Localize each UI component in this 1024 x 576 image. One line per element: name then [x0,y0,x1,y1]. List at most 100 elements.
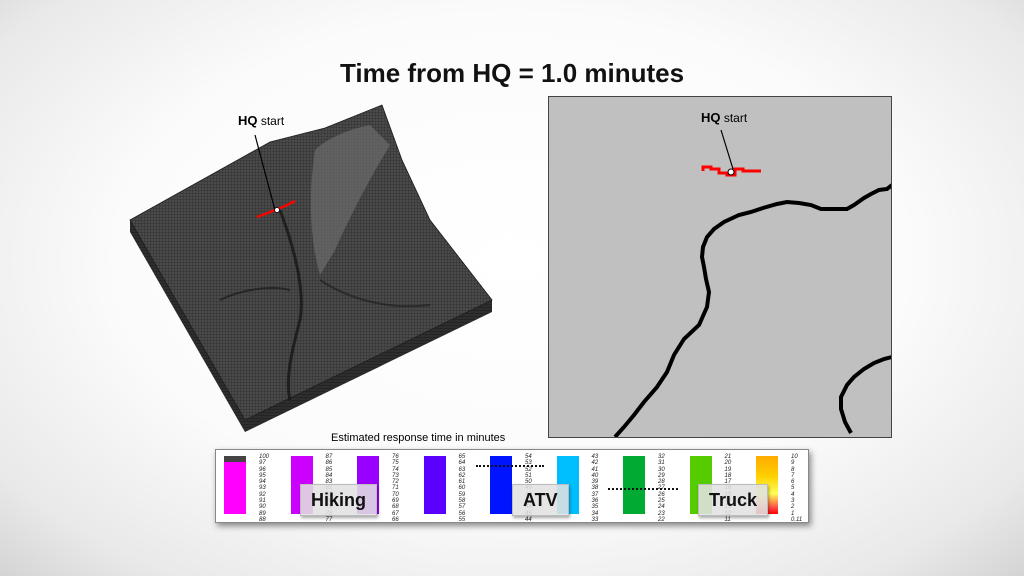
legend-value: 58 [458,498,466,505]
legend-value: 52 [525,466,532,473]
legend-value: 33 [591,516,599,523]
legend-value: 38 [591,485,599,492]
legend-value: 62 [458,472,466,479]
legend-value: 51 [525,472,532,479]
legend-value: 94 [259,479,266,486]
hiking-atv-divider [476,465,544,467]
legend-value: 70 [392,491,399,498]
legend-value: 96 [259,466,266,473]
legend-value: 90 [259,504,266,511]
legend-value: 85 [325,466,333,473]
map-2d-view: HQ start [548,96,892,438]
legend-value: 72 [392,479,399,486]
mode-label-atv: ATV [512,484,569,516]
legend-value: 74 [392,466,399,473]
legend-value: 5 [791,485,795,492]
legend-value: 36 [591,498,599,505]
legend-swatch [423,456,446,514]
slide-title: Time from HQ = 1.0 minutes [339,58,685,88]
legend-value: 34 [591,510,599,517]
legend-value: 21 [724,454,732,460]
legend-value: 24 [658,504,665,511]
legend-value: 97 [259,460,266,467]
legend-value: 95 [259,472,266,479]
legend-value: 63 [458,466,466,473]
legend-value: 50 [525,479,532,486]
legend-value: 57 [458,504,466,511]
legend-value-labels: 76 75 74 73 72 71 70 69 68 67 66 [392,454,414,523]
legend-value: 0.11 [791,516,803,523]
legend-value: 29 [658,472,665,479]
legend-value: 11 [724,516,731,523]
legend-value: 26 [658,491,665,498]
terrain-ravine [278,209,303,401]
mode-label-truck: Truck [698,484,769,516]
legend-value: 88 [259,516,266,523]
legend-value: 69 [392,498,399,505]
legend-value: 66 [392,516,399,523]
legend-value: 23 [658,510,665,517]
legend-value: 31 [658,460,665,467]
legend-value: 83 [325,479,333,486]
legend-value: 93 [259,485,266,492]
legend-value: 64 [458,460,466,467]
legend-value: 60 [458,485,466,492]
terrain-ridge [310,125,390,275]
terrain-side-right [245,300,492,432]
legend-value-labels: 100 97 96 95 94 93 92 91 90 89 88 [259,454,281,523]
legend-caption: Estimated response time in minutes [331,432,506,444]
legend-value: 43 [591,454,599,460]
terrain-top-surface [129,104,493,421]
legend-value: 28 [658,479,665,486]
hq-label-right: HQ start [701,110,748,125]
legend-value: 61 [458,479,466,486]
legend-value: 19 [724,466,732,473]
response-front-right [701,165,761,177]
legend-value: 22 [658,516,665,523]
legend-value: 37 [591,491,599,498]
terrain-side-left [130,220,245,432]
hq-marker-right [727,168,735,176]
legend-value: 56 [458,510,466,517]
hq-leader-line-right [720,129,734,170]
legend-value: 71 [392,485,399,492]
legend-value: 68 [392,504,399,511]
legend-value: 84 [325,472,333,479]
legend-value: 18 [724,472,732,479]
contour-line-secondary [839,355,891,434]
legend-value: 92 [259,491,266,498]
legend-value: 42 [591,460,599,467]
legend-value: 10 [791,454,798,460]
legend-value: 67 [392,510,399,517]
legend-value: 40 [591,472,599,479]
hq-marker-left [274,207,280,213]
legend-value: 89 [259,510,266,517]
legend-value: 3 [791,498,795,505]
contour-line-main [613,183,891,437]
legend-value: 4 [791,491,795,498]
legend-value: 53 [525,460,532,467]
legend-value: 87 [325,454,333,460]
terrain-3d-view [129,104,493,432]
legend-value: 76 [392,454,399,460]
legend-value-labels: 10 9 8 7 6 5 4 3 2 1 0.11 [791,454,813,523]
legend-value: 65 [458,454,466,460]
atv-truck-divider [608,488,678,490]
legend-value: 17 [724,479,732,486]
legend-value-labels: 65 64 63 62 61 60 59 58 57 56 55 [459,454,481,523]
legend-value: 75 [392,460,399,467]
hq-leader-line-left [254,134,276,211]
legend-swatch [490,456,512,514]
legend-value: 2 [791,504,795,511]
legend-value: 77 [325,516,333,523]
legend-value: 6 [791,479,795,486]
legend-value: 30 [658,466,665,473]
legend-value: 8 [791,466,795,473]
legend-value: 44 [525,516,532,523]
legend-value-labels: 43 42 41 40 39 38 37 36 35 34 33 [592,454,614,523]
legend-value: 39 [591,479,599,486]
legend-value: 59 [458,491,466,498]
legend-value: 7 [791,472,795,479]
hq-label-left: HQ start [238,113,285,128]
legend-value: 41 [591,466,599,473]
